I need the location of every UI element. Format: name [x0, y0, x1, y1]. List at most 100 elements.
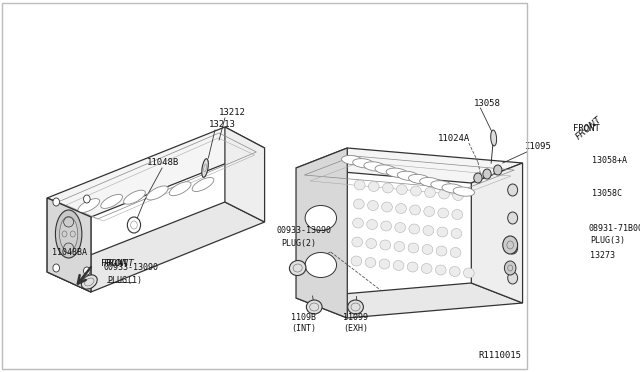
Ellipse shape — [393, 260, 404, 270]
Ellipse shape — [353, 218, 364, 228]
Ellipse shape — [450, 247, 461, 257]
Text: PLUG(1): PLUG(1) — [108, 276, 143, 285]
Circle shape — [83, 195, 90, 203]
Polygon shape — [47, 202, 264, 292]
Polygon shape — [296, 283, 523, 318]
Text: 11048B: 11048B — [147, 157, 179, 167]
Circle shape — [493, 165, 502, 175]
Ellipse shape — [352, 237, 363, 247]
Text: FRONT: FRONT — [101, 259, 128, 267]
Ellipse shape — [437, 227, 448, 237]
Ellipse shape — [449, 266, 460, 276]
Ellipse shape — [408, 243, 419, 253]
Ellipse shape — [438, 208, 449, 218]
Ellipse shape — [63, 243, 74, 253]
Circle shape — [575, 167, 583, 177]
Ellipse shape — [397, 185, 407, 195]
Ellipse shape — [394, 241, 404, 251]
Ellipse shape — [202, 159, 209, 177]
Ellipse shape — [423, 225, 434, 235]
Ellipse shape — [78, 199, 100, 213]
Circle shape — [53, 264, 60, 272]
Text: (EXH): (EXH) — [343, 324, 368, 334]
Circle shape — [474, 173, 482, 183]
Ellipse shape — [305, 205, 337, 231]
Circle shape — [53, 198, 60, 206]
Circle shape — [508, 242, 518, 254]
Ellipse shape — [410, 205, 420, 215]
Ellipse shape — [355, 180, 365, 190]
Ellipse shape — [63, 217, 74, 227]
Ellipse shape — [463, 268, 474, 278]
Text: 08931-71B00: 08931-71B00 — [589, 224, 640, 232]
Ellipse shape — [424, 206, 435, 217]
Text: 13212: 13212 — [219, 108, 246, 116]
Polygon shape — [47, 198, 91, 292]
Circle shape — [504, 261, 516, 275]
Ellipse shape — [453, 187, 475, 196]
Ellipse shape — [305, 253, 337, 278]
Ellipse shape — [124, 190, 145, 204]
Text: 13058: 13058 — [474, 99, 500, 108]
Ellipse shape — [342, 155, 363, 165]
Ellipse shape — [420, 177, 441, 187]
Ellipse shape — [369, 182, 379, 192]
Polygon shape — [47, 198, 91, 292]
Ellipse shape — [396, 203, 406, 214]
Ellipse shape — [366, 238, 377, 248]
Polygon shape — [471, 163, 523, 303]
Text: 1109B: 1109B — [291, 314, 316, 323]
Text: 00933-13090: 00933-13090 — [103, 263, 158, 273]
Circle shape — [574, 256, 584, 268]
Text: FRONT: FRONT — [573, 124, 600, 132]
Ellipse shape — [307, 300, 322, 314]
Text: (INT): (INT) — [291, 324, 316, 334]
Text: PLUG(2): PLUG(2) — [281, 238, 316, 247]
Text: 13058+A: 13058+A — [592, 155, 627, 164]
Ellipse shape — [424, 187, 435, 198]
Text: 11024A: 11024A — [438, 134, 470, 142]
Ellipse shape — [442, 184, 463, 193]
Ellipse shape — [170, 182, 191, 196]
Ellipse shape — [435, 265, 446, 275]
Ellipse shape — [375, 165, 396, 174]
Ellipse shape — [397, 171, 419, 180]
Text: 13058C: 13058C — [592, 189, 622, 198]
Ellipse shape — [409, 224, 420, 234]
Ellipse shape — [408, 174, 430, 184]
Ellipse shape — [386, 168, 408, 177]
Circle shape — [483, 169, 491, 179]
Polygon shape — [47, 127, 264, 217]
Ellipse shape — [364, 162, 385, 171]
Ellipse shape — [452, 209, 463, 219]
Ellipse shape — [365, 257, 376, 267]
Ellipse shape — [348, 300, 364, 314]
Ellipse shape — [353, 158, 374, 168]
Text: R1110015: R1110015 — [478, 352, 521, 360]
Polygon shape — [296, 148, 348, 318]
Ellipse shape — [421, 263, 432, 273]
Circle shape — [508, 212, 518, 224]
Text: 11048BA: 11048BA — [52, 247, 87, 257]
Ellipse shape — [147, 186, 168, 200]
Polygon shape — [225, 127, 264, 222]
Text: 11099: 11099 — [343, 314, 368, 323]
Ellipse shape — [436, 246, 447, 256]
Ellipse shape — [381, 221, 392, 231]
Circle shape — [572, 234, 586, 250]
Ellipse shape — [381, 202, 392, 212]
Ellipse shape — [100, 195, 122, 208]
Ellipse shape — [192, 177, 214, 192]
Ellipse shape — [451, 228, 462, 238]
Circle shape — [503, 236, 518, 254]
Circle shape — [575, 191, 583, 201]
Ellipse shape — [367, 219, 378, 230]
Text: FRONT: FRONT — [575, 115, 604, 141]
Text: FRONT: FRONT — [103, 259, 134, 267]
Ellipse shape — [407, 262, 418, 272]
Ellipse shape — [452, 190, 463, 201]
Text: I1095: I1095 — [524, 141, 551, 151]
Text: PLUG(3): PLUG(3) — [590, 235, 625, 244]
Ellipse shape — [422, 244, 433, 254]
Text: 00933-13090: 00933-13090 — [276, 225, 331, 234]
